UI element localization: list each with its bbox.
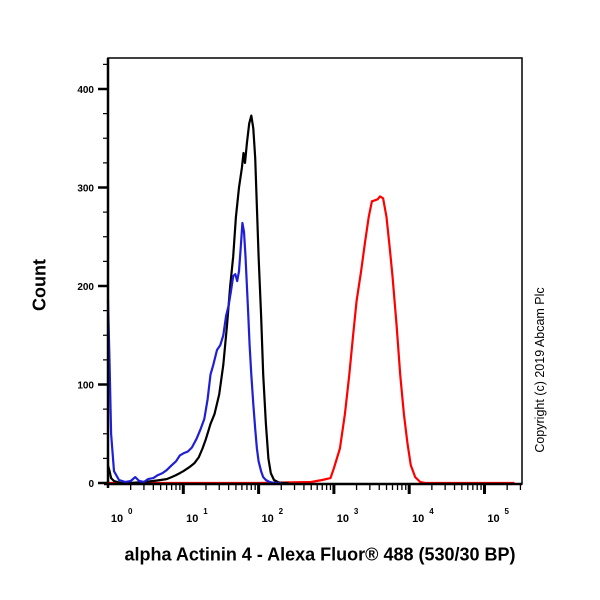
- x-tick-exponent: 2: [279, 507, 284, 516]
- x-axis-label: alpha Actinin 4 - Alexa Fluor® 488 (530/…: [124, 544, 516, 565]
- x-tick-label: 10: [111, 513, 123, 525]
- plot-frame: [107, 57, 523, 485]
- x-tick-label: 10: [186, 513, 198, 525]
- x-tick-label: 10: [412, 513, 424, 525]
- x-axis-ticks: 10 0 10 1 10 2 10 3 10 4 10 5: [111, 484, 522, 525]
- x-tick-exponent: 3: [354, 507, 359, 516]
- series-blue-line: [106, 221, 282, 485]
- data-series: [106, 114, 515, 485]
- y-tick-label: 400: [77, 85, 94, 96]
- series-black-line: [106, 114, 289, 485]
- x-tick-exponent: 1: [203, 507, 208, 516]
- copyright-notice: Copyright (c) 2019 Abcam Plc: [533, 287, 547, 453]
- series-red-line: [108, 195, 515, 485]
- x-tick-exponent: 4: [429, 507, 434, 516]
- x-tick-exponent: 5: [505, 507, 510, 516]
- y-axis-label: Count: [29, 259, 50, 311]
- x-tick-exponent: 0: [128, 507, 133, 516]
- x-tick-label: 10: [487, 513, 499, 525]
- y-axis-ticks: 0 100 200 300 400: [77, 63, 108, 490]
- x-tick-label: 10: [261, 513, 273, 525]
- x-tick-label: 10: [337, 513, 349, 525]
- plot-area: [107, 57, 523, 485]
- y-tick-label: 0: [88, 479, 94, 490]
- y-tick-label: 100: [77, 381, 94, 392]
- y-tick-label: 300: [77, 184, 94, 195]
- y-tick-label: 200: [77, 282, 94, 293]
